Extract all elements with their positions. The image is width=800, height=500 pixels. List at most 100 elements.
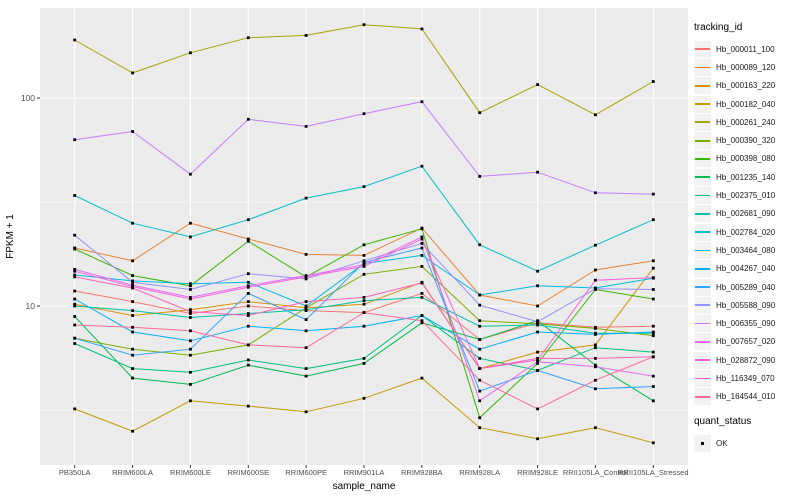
legend-item-Hb_005588_090: Hb_005588_090 xyxy=(694,296,798,314)
data-point xyxy=(304,374,308,378)
data-point xyxy=(594,268,597,272)
data-point xyxy=(246,36,250,40)
data-point xyxy=(362,299,366,303)
data-point xyxy=(246,285,250,289)
legend-items-quant: OK xyxy=(694,434,798,452)
data-point xyxy=(478,243,482,247)
data-point xyxy=(420,319,424,323)
data-point xyxy=(594,343,597,347)
legend-item-label: OK xyxy=(716,438,728,448)
data-point xyxy=(73,407,77,411)
data-point xyxy=(73,233,77,237)
legend-item-quant-OK: OK xyxy=(694,434,798,452)
legend-item-label: Hb_000011_100 xyxy=(716,44,775,54)
legend-key-line-icon xyxy=(694,168,711,186)
y-axis-title: FPKM + 1 xyxy=(5,214,16,259)
data-point xyxy=(536,323,539,327)
data-point xyxy=(420,100,424,104)
legend-item-Hb_000163_220: Hb_000163_220 xyxy=(694,77,798,95)
data-point xyxy=(651,330,655,334)
data-point xyxy=(73,289,77,293)
legend-item-Hb_000011_100: Hb_000011_100 xyxy=(694,40,798,58)
data-point xyxy=(536,320,539,324)
data-point xyxy=(131,325,134,329)
data-point xyxy=(131,274,134,277)
data-point xyxy=(362,296,366,299)
legend-item-Hb_002681_090: Hb_002681_090 xyxy=(694,205,798,223)
data-point xyxy=(478,175,482,178)
data-point xyxy=(362,265,366,268)
data-point xyxy=(651,324,655,328)
data-point xyxy=(189,296,192,299)
data-point xyxy=(246,272,250,276)
data-point xyxy=(362,302,366,306)
data-point xyxy=(304,275,308,279)
x-tick-label: RRIM928LA xyxy=(459,468,500,477)
data-point xyxy=(73,323,77,327)
legend-item-label: Hb_003464_080 xyxy=(716,245,776,255)
data-point xyxy=(536,350,539,354)
data-point xyxy=(189,399,192,403)
legend-item-label: Hb_028872_090 xyxy=(716,355,776,365)
data-point xyxy=(246,239,250,243)
legend-title-tracking-id: tracking_id xyxy=(694,22,743,33)
data-point xyxy=(651,399,655,403)
data-point xyxy=(131,330,134,334)
data-point xyxy=(594,191,597,195)
data-point xyxy=(246,404,250,408)
data-point xyxy=(651,288,655,291)
data-point xyxy=(73,275,77,279)
legend-key-line-icon xyxy=(694,388,711,406)
data-point xyxy=(651,266,655,270)
data-point xyxy=(651,80,655,83)
data-point xyxy=(189,221,192,225)
data-point xyxy=(304,300,308,303)
legend-key-line-icon xyxy=(694,77,711,95)
legend-item-label: Hb_000163_220 xyxy=(716,81,776,91)
legend-key-line-icon xyxy=(694,369,711,387)
data-point xyxy=(131,300,134,303)
data-point xyxy=(73,138,77,142)
data-point xyxy=(131,221,134,225)
legend-key-line-icon xyxy=(694,333,711,351)
legend-item-Hb_001235_140: Hb_001235_140 xyxy=(694,168,798,186)
data-point xyxy=(536,407,539,411)
legend-key-line-icon xyxy=(694,95,711,113)
x-tick-label: RRIM600SE xyxy=(227,468,269,477)
data-point xyxy=(131,259,134,263)
x-tick-label: RRIM600PE xyxy=(285,468,327,477)
legend-key-line-icon xyxy=(694,205,711,223)
legend-key-line-icon xyxy=(694,58,711,76)
data-point xyxy=(131,283,134,287)
data-point xyxy=(304,318,308,321)
data-point xyxy=(478,399,482,403)
data-point xyxy=(131,71,134,75)
data-point xyxy=(420,376,424,380)
data-point xyxy=(304,329,308,333)
legend-item-label: Hb_000398_080 xyxy=(716,154,776,164)
data-point xyxy=(478,416,482,420)
legend-key-line-icon xyxy=(694,132,711,150)
data-point xyxy=(594,365,597,369)
legend-item-Hb_000261_240: Hb_000261_240 xyxy=(694,113,798,131)
data-point xyxy=(73,315,77,318)
data-point xyxy=(362,261,366,264)
data-point xyxy=(246,363,250,367)
legend-item-Hb_005289_040: Hb_005289_040 xyxy=(694,278,798,296)
data-point xyxy=(189,297,192,301)
data-point xyxy=(594,387,597,391)
x-tick-label: PB350LA xyxy=(59,468,91,477)
y-tick-label: 10 xyxy=(26,301,36,311)
data-point xyxy=(651,297,655,301)
data-point xyxy=(478,303,482,307)
data-point xyxy=(478,347,482,351)
legend-item-Hb_003464_080: Hb_003464_080 xyxy=(694,241,798,259)
legend-title-quant-status: quant_status xyxy=(694,415,752,427)
data-point xyxy=(478,367,482,370)
x-tick-label: RRII105LA_Control xyxy=(563,468,628,477)
legend-item-label: Hb_005588_090 xyxy=(716,300,776,310)
data-point xyxy=(362,272,366,276)
data-point xyxy=(246,292,250,295)
data-point xyxy=(594,426,597,430)
legend-item-label: Hb_000261_240 xyxy=(716,117,776,127)
